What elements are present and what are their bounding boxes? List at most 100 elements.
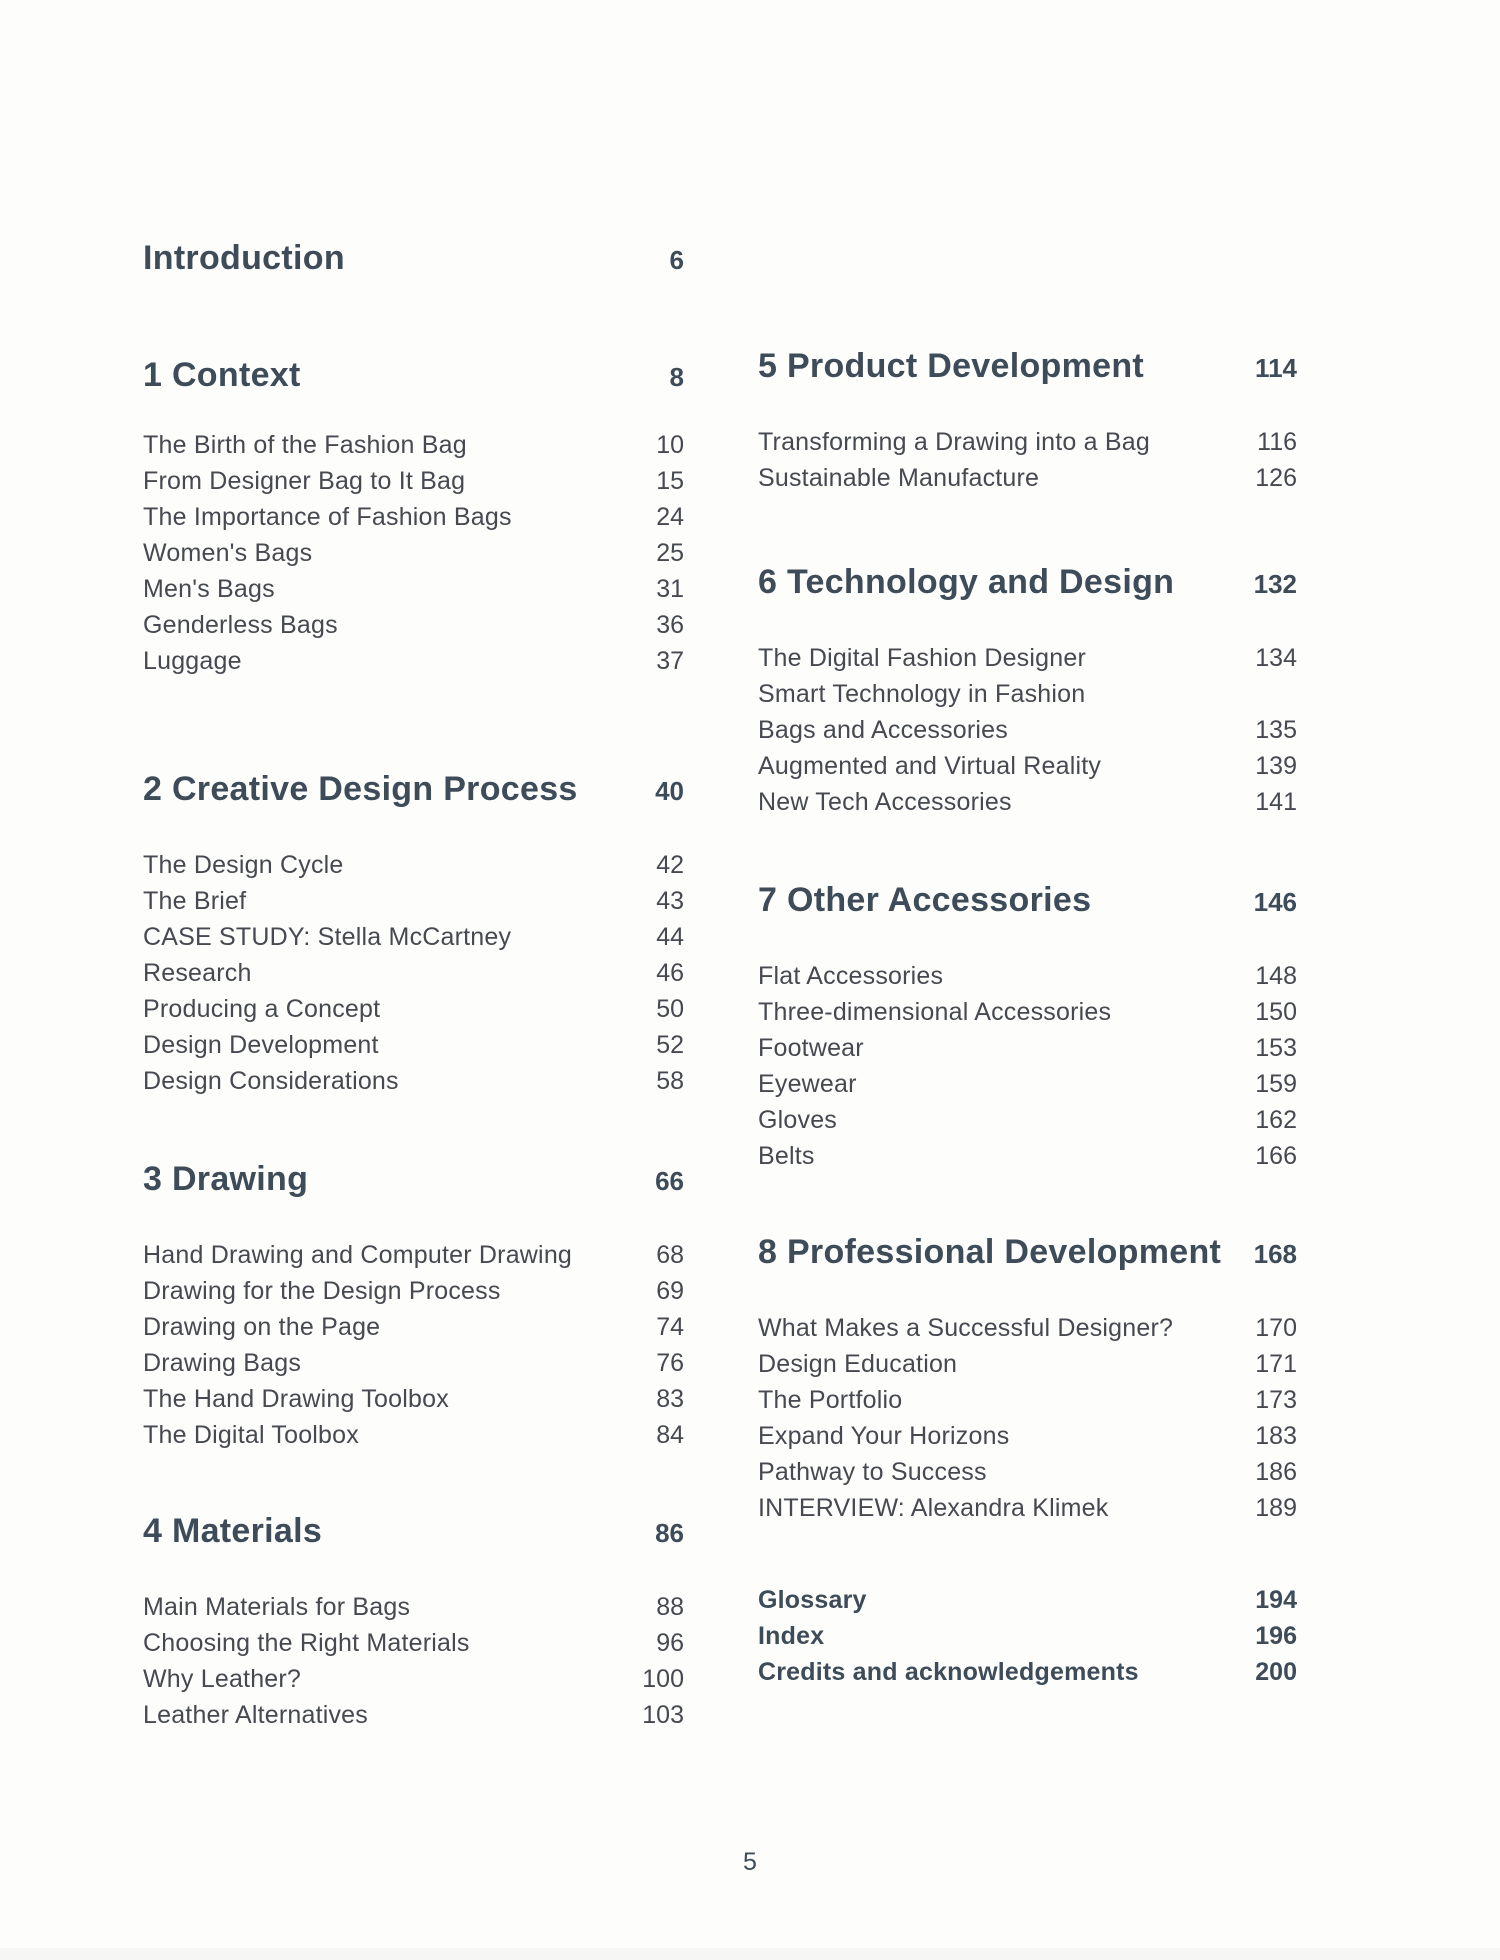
- entry-title: Footwear: [758, 1034, 864, 1062]
- toc-entry: Three-dimensional Accessories 150: [758, 994, 1297, 1030]
- toc-entry: The Digital Fashion Designer 134: [758, 640, 1297, 676]
- toc-entry: The Portfolio 173: [758, 1382, 1297, 1418]
- section-page-number: 132: [1253, 569, 1297, 599]
- introduction-page-number: 6: [669, 245, 684, 275]
- entry-title: Genderless Bags: [143, 611, 338, 639]
- entry-title: Gloves: [758, 1106, 838, 1134]
- entry-title: The Brief: [143, 887, 247, 915]
- entry-title: INTERVIEW: Alexandra Klimek: [758, 1494, 1109, 1522]
- entry-page-number: 24: [656, 503, 684, 531]
- entry-title: The Digital Fashion Designer: [758, 644, 1086, 672]
- entry-page-number: 31: [656, 575, 684, 603]
- toc-entry: Expand Your Horizons 183: [758, 1418, 1297, 1454]
- toc-entry: Index 196: [758, 1618, 1297, 1654]
- entry-page-number: 150: [1255, 998, 1297, 1026]
- entry-title: The Hand Drawing Toolbox: [143, 1385, 449, 1413]
- entry-title: Pathway to Success: [758, 1458, 987, 1486]
- section-page-number: 40: [655, 776, 684, 806]
- entry-title: Design Education: [758, 1350, 958, 1378]
- toc-entry: Augmented and Virtual Reality 139: [758, 748, 1297, 784]
- back-matter-list: Glossary 194 Index 196 Credits and ackno…: [758, 1582, 1297, 1690]
- entry-title: Why Leather?: [143, 1665, 302, 1693]
- entry-page-number: 76: [656, 1349, 684, 1377]
- toc-entry: Drawing Bags 76: [143, 1345, 684, 1381]
- entry-page-number: 166: [1255, 1142, 1297, 1170]
- entry-page-number: 183: [1255, 1422, 1297, 1450]
- entry-page-number: 69: [656, 1277, 684, 1305]
- scan-edge-band: [0, 1948, 1500, 1960]
- entry-page-number: 46: [656, 959, 684, 987]
- section-page-number: 66: [655, 1166, 684, 1196]
- toc-entry: The Importance of Fashion Bags 24: [143, 499, 684, 535]
- entry-page-number: 44: [656, 923, 684, 951]
- section-items: What Makes a Successful Designer? 170 De…: [758, 1310, 1297, 1526]
- entry-page-number: 50: [656, 995, 684, 1023]
- section-title: 1 Context: [143, 356, 301, 394]
- section-page-number: 8: [669, 362, 684, 392]
- entry-title: The Birth of the Fashion Bag: [143, 431, 467, 459]
- section-title: 8 Professional Development: [758, 1233, 1222, 1271]
- section-items: The Birth of the Fashion Bag 10 From Des…: [143, 427, 684, 679]
- entry-page-number: 148: [1255, 962, 1297, 990]
- entry-title: New Tech Accessories: [758, 788, 1012, 816]
- page-number-footer: 5: [743, 1848, 757, 1876]
- toc-entry: What Makes a Successful Designer? 170: [758, 1310, 1297, 1346]
- entry-page-number: 68: [656, 1241, 684, 1269]
- section-page-number: 86: [655, 1518, 684, 1548]
- toc-entry: Eyewear 159: [758, 1066, 1297, 1102]
- section-heading-row: 4 Materials 86: [143, 1511, 684, 1551]
- entry-page-number: 100: [642, 1665, 684, 1693]
- entry-page-number: 74: [656, 1313, 684, 1341]
- section-items: The Digital Fashion Designer 134 Smart T…: [758, 640, 1297, 820]
- entry-page-number: 58: [656, 1067, 684, 1095]
- section-heading-row: 3 Drawing 66: [143, 1159, 684, 1199]
- section-page-number: 168: [1253, 1239, 1297, 1269]
- toc-entry: Leather Alternatives 103: [143, 1697, 684, 1733]
- entry-title: Flat Accessories: [758, 962, 944, 990]
- toc-entry: The Digital Toolbox 84: [143, 1417, 684, 1453]
- entry-page-number: 135: [1255, 716, 1297, 744]
- entry-title: CASE STUDY: Stella McCartney: [143, 923, 512, 951]
- toc-entry: Design Development 52: [143, 1027, 684, 1063]
- entry-page-number: 52: [656, 1031, 684, 1059]
- toc-entry: New Tech Accessories 141: [758, 784, 1297, 820]
- entry-page-number: 162: [1255, 1106, 1297, 1134]
- toc-entry: The Brief 43: [143, 883, 684, 919]
- toc-entry: Pathway to Success 186: [758, 1454, 1297, 1490]
- introduction-title: Introduction: [143, 239, 345, 277]
- entry-page-number: 141: [1255, 788, 1297, 816]
- entry-page-number: 37: [656, 647, 684, 675]
- entry-title: From Designer Bag to It Bag: [143, 467, 466, 495]
- toc-entry: CASE STUDY: Stella McCartney 44: [143, 919, 684, 955]
- toc-entry-introduction: Introduction 6: [143, 238, 684, 278]
- toc-entry: Men's Bags 31: [143, 571, 684, 607]
- toc-entry: Design Education 171: [758, 1346, 1297, 1382]
- section-title: 4 Materials: [143, 1512, 323, 1550]
- entry-page-number: 134: [1255, 644, 1297, 672]
- entry-title: Drawing on the Page: [143, 1313, 381, 1341]
- entry-page-number: 126: [1255, 464, 1297, 492]
- entry-page-number: 42: [656, 851, 684, 879]
- entry-page-number: 200: [1255, 1658, 1297, 1686]
- entry-title: The Design Cycle: [143, 851, 344, 879]
- toc-entry: Hand Drawing and Computer Drawing 68: [143, 1237, 684, 1273]
- toc-entry: INTERVIEW: Alexandra Klimek 189: [758, 1490, 1297, 1526]
- entry-title: Choosing the Right Materials: [143, 1629, 470, 1657]
- entry-title: Main Materials for Bags: [143, 1593, 411, 1621]
- toc-section: 3 Drawing 66 Hand Drawing and Computer D…: [143, 1159, 684, 1453]
- entry-title: The Importance of Fashion Bags: [143, 503, 512, 531]
- toc-entry: Drawing on the Page 74: [143, 1309, 684, 1345]
- toc-entry: The Design Cycle 42: [143, 847, 684, 883]
- entry-page-number: 171: [1255, 1350, 1297, 1378]
- section-page-number: 146: [1253, 887, 1297, 917]
- toc-entry: Flat Accessories 148: [758, 958, 1297, 994]
- section-items: Flat Accessories 148 Three-dimensional A…: [758, 958, 1297, 1174]
- entry-title: The Portfolio: [758, 1386, 903, 1414]
- entry-title: Design Considerations: [143, 1067, 399, 1095]
- toc-entry: Women's Bags 25: [143, 535, 684, 571]
- section-heading-row: 2 Creative Design Process 40: [143, 769, 684, 809]
- section-heading-row: 8 Professional Development 168: [758, 1232, 1297, 1272]
- toc-section: 2 Creative Design Process 40 The Design …: [143, 769, 684, 1099]
- entry-page-number: 43: [656, 887, 684, 915]
- section-title: 7 Other Accessories: [758, 881, 1092, 919]
